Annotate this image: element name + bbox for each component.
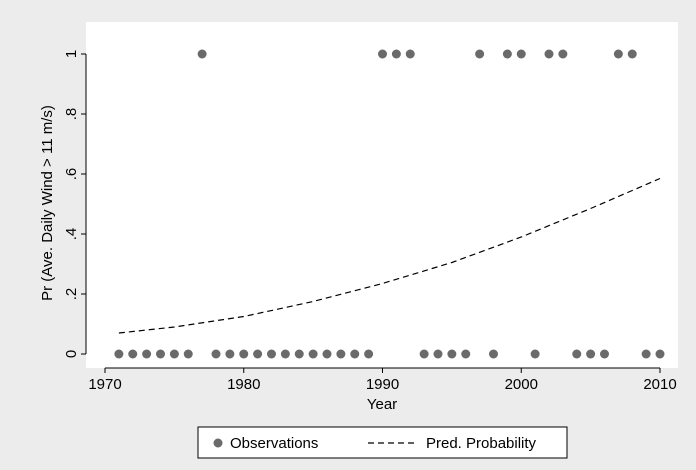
x-tick-label: 2010 bbox=[643, 376, 676, 393]
observation-point bbox=[322, 349, 332, 359]
observation-point bbox=[419, 349, 429, 359]
observation-point bbox=[253, 349, 263, 359]
observation-point bbox=[308, 349, 318, 359]
observation-point bbox=[572, 349, 582, 359]
observation-point bbox=[489, 349, 498, 359]
y-tick-label: .6 bbox=[63, 168, 80, 181]
observation-point bbox=[364, 349, 374, 359]
observation-point bbox=[516, 49, 526, 59]
observation-point bbox=[294, 349, 304, 359]
y-tick-label: .8 bbox=[63, 108, 80, 121]
pred-probability-line bbox=[118, 177, 661, 334]
y-tick-label: .2 bbox=[63, 288, 80, 301]
y-tick-label: .4 bbox=[63, 228, 80, 241]
plot-area bbox=[86, 22, 678, 368]
observation-point bbox=[461, 349, 471, 359]
observation-point bbox=[544, 49, 554, 59]
observation-point bbox=[225, 349, 235, 359]
observation-point bbox=[350, 349, 360, 359]
x-axis-title: Year bbox=[367, 396, 397, 413]
observation-point bbox=[128, 349, 138, 359]
observation-point bbox=[655, 349, 665, 359]
legend-label-observations: Observations bbox=[230, 435, 318, 452]
observation-point bbox=[641, 349, 651, 359]
observation-point bbox=[267, 349, 276, 359]
observation-point bbox=[197, 49, 207, 59]
legend-marker-observations bbox=[213, 438, 223, 448]
observation-point bbox=[156, 349, 165, 359]
observation-point bbox=[378, 49, 387, 59]
observation-point bbox=[114, 349, 124, 359]
observation-point bbox=[600, 349, 609, 359]
y-tick-label: 0 bbox=[63, 350, 80, 358]
observation-point bbox=[142, 349, 152, 359]
y-tick-label: 1 bbox=[63, 50, 80, 58]
observation-point bbox=[280, 349, 290, 359]
x-tick-label: 2000 bbox=[505, 376, 538, 393]
observation-point bbox=[391, 49, 401, 59]
x-tick-label: 1990 bbox=[366, 376, 399, 393]
observation-point bbox=[586, 349, 596, 359]
observation-point bbox=[405, 49, 415, 59]
plot-marks bbox=[114, 49, 665, 359]
legend-label-pred-probability: Pred. Probability bbox=[426, 435, 537, 452]
observation-point bbox=[530, 349, 540, 359]
x-axis: 1970 1980 1990 2000 2010 bbox=[88, 368, 677, 393]
observation-point bbox=[502, 49, 512, 59]
y-axis-title: Pr (Ave. Daily Wind > 11 m/s) bbox=[39, 105, 56, 301]
observation-point bbox=[475, 49, 485, 59]
legend: Observations Pred. Probability bbox=[197, 426, 568, 459]
observation-point bbox=[447, 349, 457, 359]
observation-point bbox=[627, 49, 637, 59]
observation-point bbox=[211, 349, 221, 359]
observation-point bbox=[433, 349, 443, 359]
x-tick-label: 1970 bbox=[88, 376, 121, 393]
x-tick-label: 1980 bbox=[227, 376, 260, 393]
y-axis: 0 .2 .4 .6 .8 1 bbox=[63, 50, 86, 358]
observation-point bbox=[183, 349, 193, 359]
observation-point bbox=[558, 49, 568, 59]
observation-point bbox=[613, 49, 623, 59]
observation-point bbox=[336, 349, 346, 359]
observation-point bbox=[239, 349, 249, 359]
observation-point bbox=[169, 349, 179, 359]
